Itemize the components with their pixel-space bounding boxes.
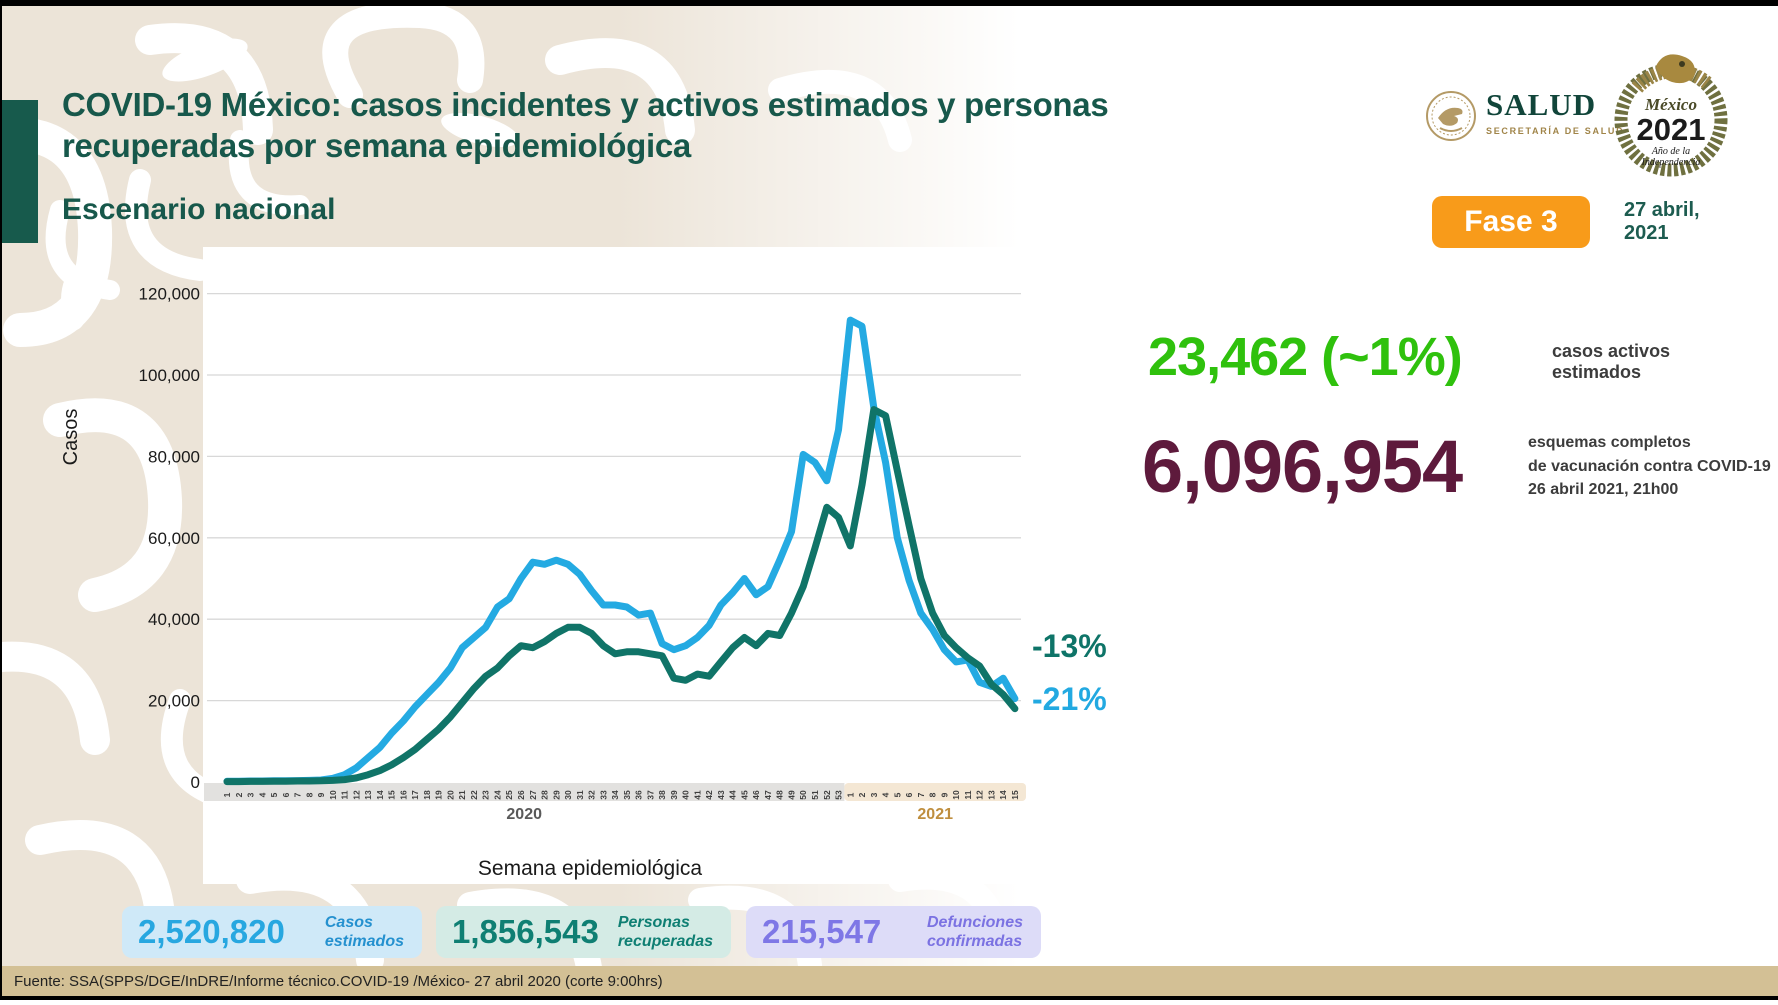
phase-badge: Fase 3 (1432, 196, 1590, 248)
stat-box-estimated-cases: 2,520,820 Casos estimados (122, 906, 422, 958)
stat-label-deaths: Defunciones confirmadas (926, 914, 1023, 950)
mx2021-year: 2021 (1637, 112, 1706, 147)
left-border (0, 0, 2, 1000)
mx2021-motto2: Independencia (1641, 157, 1701, 168)
mexico-2021-logo: México 2021 Año de la Independencia (1612, 48, 1730, 193)
stat-value-recovered: 1,856,543 (452, 913, 599, 950)
salud-logo: SALUD SECRETARÍA DE SALUD (1424, 88, 1624, 149)
salud-logo-subtitle: SECRETARÍA DE SALUD (1486, 126, 1625, 136)
page-title-line2: recuperadas por semana epidemiológica (62, 127, 691, 164)
stat-box-recovered: 1,856,543 Personas recuperadas (436, 906, 731, 958)
page-title: COVID-19 México: casos incidentes y acti… (62, 84, 1162, 166)
stat-label-estimated-cases: Casos estimados (324, 914, 404, 950)
kpi-vaccination-label: esquemas completos de vacunación contra … (1528, 434, 1771, 498)
salud-eagle-seal-icon (1424, 88, 1478, 149)
mx2021-motto1: Año de la (1651, 146, 1690, 157)
report-date: 27 abril, 2021 (1624, 199, 1700, 245)
annotation-recovered-trend: -13% (1032, 628, 1107, 664)
report-date-line2: 2021 (1624, 222, 1669, 244)
stat-value-estimated-cases: 2,520,820 (138, 913, 285, 950)
annotation-estimated-trend: -21% (1032, 681, 1107, 717)
stat-value-deaths: 215,547 (762, 913, 882, 950)
report-date-line1: 27 abril, (1624, 199, 1700, 221)
quetzalcoatl-ring-icon (1614, 54, 1728, 177)
chart-plot-background (203, 247, 1029, 884)
salud-logo-name: SALUD (1486, 87, 1597, 122)
salud-logo-text: SALUD SECRETARÍA DE SALUD (1486, 87, 1625, 137)
top-border (0, 0, 1778, 6)
page-subtitle: Escenario nacional (62, 193, 336, 226)
title-accent-bar (0, 100, 38, 243)
kpi-active-cases-value: 23,462 (~1%) (1148, 327, 1463, 387)
mx2021-country: México (1644, 95, 1697, 114)
kpi-active-cases-label: casos activos estimados (1552, 341, 1671, 382)
kpi-vaccination-value: 6,096,954 (1142, 425, 1463, 508)
page-title-line1: COVID-19 México: casos incidentes y acti… (62, 86, 1109, 123)
stat-box-deaths: 215,547 Defunciones confirmadas (746, 906, 1041, 958)
source-footer: Fuente: SSA(SPPS/DGE/InDRE/Informe técni… (0, 966, 1778, 997)
bottom-border (0, 996, 1778, 1000)
stat-label-recovered: Personas recuperadas (617, 914, 713, 950)
